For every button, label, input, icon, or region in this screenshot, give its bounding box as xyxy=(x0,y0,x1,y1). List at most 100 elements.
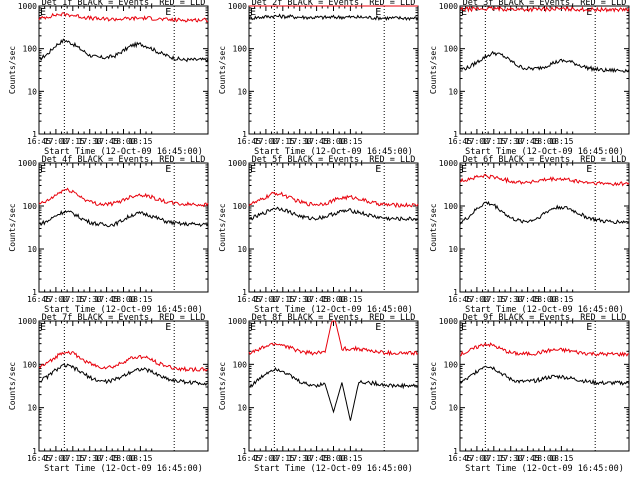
y-tick-label: 100 xyxy=(23,45,38,54)
x-tick-label: 16:45 xyxy=(27,295,51,304)
x-tick-label: 17:30 xyxy=(288,454,312,463)
x-tick-label: 18:15 xyxy=(549,454,573,463)
x-tick-label: 17:00 xyxy=(254,137,278,146)
event-marker-label: E xyxy=(250,164,256,175)
y-tick-label: 1000 xyxy=(439,159,458,168)
y-tick-label: 1 xyxy=(242,130,247,139)
event-marker-label: E xyxy=(461,164,467,175)
x-axis-label: Start Time (12-Oct-09 16:45:00) xyxy=(44,305,203,315)
x-tick-label: 17:15 xyxy=(61,454,85,463)
x-tick-label: 17:00 xyxy=(465,295,489,304)
x-tick-label: 18:15 xyxy=(128,454,152,463)
y-tick-label: 100 xyxy=(233,45,248,54)
x-tick-label: 17:45 xyxy=(516,454,540,463)
x-tick-label: 16:45 xyxy=(448,295,472,304)
event-marker-label: E xyxy=(165,322,171,333)
plot-frame xyxy=(38,162,209,293)
y-tick-label: 1000 xyxy=(439,317,458,326)
event-marker-label: E xyxy=(586,7,592,18)
panel-title: Det 3f BLACK = Events, RED = LLD xyxy=(463,0,627,8)
x-axis-label: Start Time (12-Oct-09 16:45:00) xyxy=(254,147,413,157)
event-marker-label: E xyxy=(586,164,592,175)
events-series-line xyxy=(459,50,630,74)
y-tick-label: 1 xyxy=(453,447,458,456)
x-tick-label: 17:30 xyxy=(78,137,102,146)
x-tick-label: 17:30 xyxy=(78,295,102,304)
y-tick-label: 1000 xyxy=(18,2,37,11)
x-tick-label: 16:45 xyxy=(237,137,261,146)
x-tick-label: 17:00 xyxy=(44,137,68,146)
x-tick-label: 18:15 xyxy=(128,295,152,304)
y-tick-label: 1000 xyxy=(228,317,247,326)
x-tick-label: 17:00 xyxy=(44,295,68,304)
lld-series-line xyxy=(459,342,630,358)
y-tick-label: 1 xyxy=(453,130,458,139)
x-tick-label: 17:00 xyxy=(465,137,489,146)
x-tick-label: 18:00 xyxy=(532,295,556,304)
y-axis-label: Counts/sec xyxy=(429,46,438,94)
lld-series-line xyxy=(38,12,209,23)
plot-frame xyxy=(459,320,630,452)
y-tick-label: 1000 xyxy=(18,317,37,326)
x-tick-label: 18:00 xyxy=(532,454,556,463)
event-marker-label: E xyxy=(461,7,467,18)
x-tick-label: 17:45 xyxy=(516,137,540,146)
y-tick-label: 10 xyxy=(27,245,37,254)
x-tick-label: 18:15 xyxy=(128,137,152,146)
y-tick-label: 100 xyxy=(23,360,38,369)
x-tick-label: 16:45 xyxy=(237,295,261,304)
y-tick-label: 1 xyxy=(32,130,37,139)
x-tick-label: 17:45 xyxy=(516,295,540,304)
events-series-line xyxy=(38,38,209,63)
events-series-line xyxy=(248,13,419,22)
y-tick-label: 10 xyxy=(27,87,37,96)
x-tick-label: 17:15 xyxy=(482,137,506,146)
panel-title: Det 8f BLACK = Events, RED = LLD xyxy=(252,313,416,323)
y-tick-label: 1000 xyxy=(439,2,458,11)
x-tick-label: 17:30 xyxy=(288,295,312,304)
y-tick-label: 1000 xyxy=(228,2,247,11)
x-axis-label: Start Time (12-Oct-09 16:45:00) xyxy=(254,464,413,474)
lld-series-line xyxy=(459,173,630,187)
x-tick-label: 17:30 xyxy=(78,454,102,463)
x-tick-label: 18:15 xyxy=(338,295,362,304)
x-tick-label: 17:45 xyxy=(95,454,119,463)
y-tick-label: 100 xyxy=(233,202,248,211)
lld-series-line xyxy=(38,187,209,208)
x-tick-label: 18:15 xyxy=(549,137,573,146)
panel-title: Det 1f BLACK = Events, RED = LLD xyxy=(42,0,206,8)
x-axis-label: Start Time (12-Oct-09 16:45:00) xyxy=(465,305,624,315)
y-tick-label: 10 xyxy=(448,245,458,254)
x-axis-label: Start Time (12-Oct-09 16:45:00) xyxy=(254,305,413,315)
y-axis-label: Counts/sec xyxy=(8,46,17,94)
events-series-line xyxy=(459,365,630,386)
event-marker-label: E xyxy=(375,164,381,175)
x-tick-label: 17:15 xyxy=(271,295,295,304)
y-tick-label: 100 xyxy=(233,360,248,369)
x-tick-label: 17:15 xyxy=(271,137,295,146)
panel-title: Det 5f BLACK = Events, RED = LLD xyxy=(252,155,416,165)
plot-frame xyxy=(38,320,209,452)
x-axis-label: Start Time (12-Oct-09 16:45:00) xyxy=(44,464,203,474)
x-tick-label: 17:45 xyxy=(305,295,329,304)
x-tick-label: 17:30 xyxy=(499,137,523,146)
lld-series-line xyxy=(248,191,419,209)
panel-title: Det 6f BLACK = Events, RED = LLD xyxy=(463,155,627,165)
y-tick-label: 100 xyxy=(444,202,459,211)
x-tick-label: 16:45 xyxy=(448,454,472,463)
event-marker-label: E xyxy=(40,164,46,175)
events-series-line xyxy=(248,366,419,421)
panel-title: Det 9f BLACK = Events, RED = LLD xyxy=(463,313,627,323)
x-tick-label: 17:15 xyxy=(482,454,506,463)
x-tick-label: 17:00 xyxy=(44,454,68,463)
y-tick-label: 1 xyxy=(242,288,247,297)
